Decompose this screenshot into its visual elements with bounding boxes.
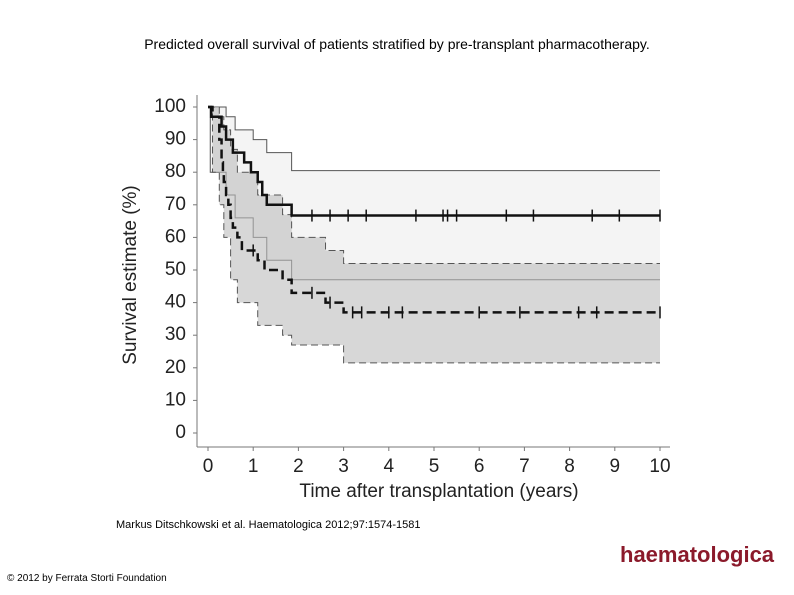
x-tick-label: 7 xyxy=(519,456,530,477)
x-axis-label: Time after transplantation (years) xyxy=(299,481,578,502)
logo: haematologica xyxy=(620,542,775,567)
x-tick-label: 4 xyxy=(384,456,395,477)
y-tick-label: 50 xyxy=(165,259,186,280)
y-tick-label: 70 xyxy=(165,194,186,215)
confidence-band xyxy=(208,107,660,363)
y-tick-label: 20 xyxy=(165,357,186,378)
slide-title: Predicted overall survival of patients s… xyxy=(144,36,650,52)
band-lower xyxy=(208,106,660,364)
x-tick-label: 6 xyxy=(474,456,485,477)
x-tick-label: 10 xyxy=(649,456,670,477)
x-tick-label: 8 xyxy=(564,456,575,477)
x-tick-label: 5 xyxy=(429,456,440,477)
band-upper xyxy=(208,106,660,172)
x-tick-label: 0 xyxy=(203,456,214,477)
y-tick-label: 10 xyxy=(165,389,186,410)
y-tick-label: 80 xyxy=(165,161,186,182)
citation: Markus Ditschkowski et al. Haematologica… xyxy=(116,519,421,531)
y-tick-label: 100 xyxy=(154,96,186,117)
survival-line xyxy=(208,105,660,314)
y-tick-label: 60 xyxy=(165,226,186,247)
y-tick-label: 40 xyxy=(165,292,186,313)
x-tick-label: 1 xyxy=(248,456,259,477)
y-tick-label: 30 xyxy=(165,324,186,345)
survival-line xyxy=(208,105,660,217)
y-tick-label: 90 xyxy=(165,129,186,150)
x-tick-label: 9 xyxy=(610,456,621,477)
x-tick-label: 3 xyxy=(338,456,349,477)
x-tick-label: 2 xyxy=(293,456,304,477)
y-tick-label: 0 xyxy=(175,422,186,443)
y-axis-label: Survival estimate (%) xyxy=(120,185,141,365)
footer: © 2012 by Ferrata Storti Foundation xyxy=(7,573,167,584)
confidence-band xyxy=(208,107,660,280)
